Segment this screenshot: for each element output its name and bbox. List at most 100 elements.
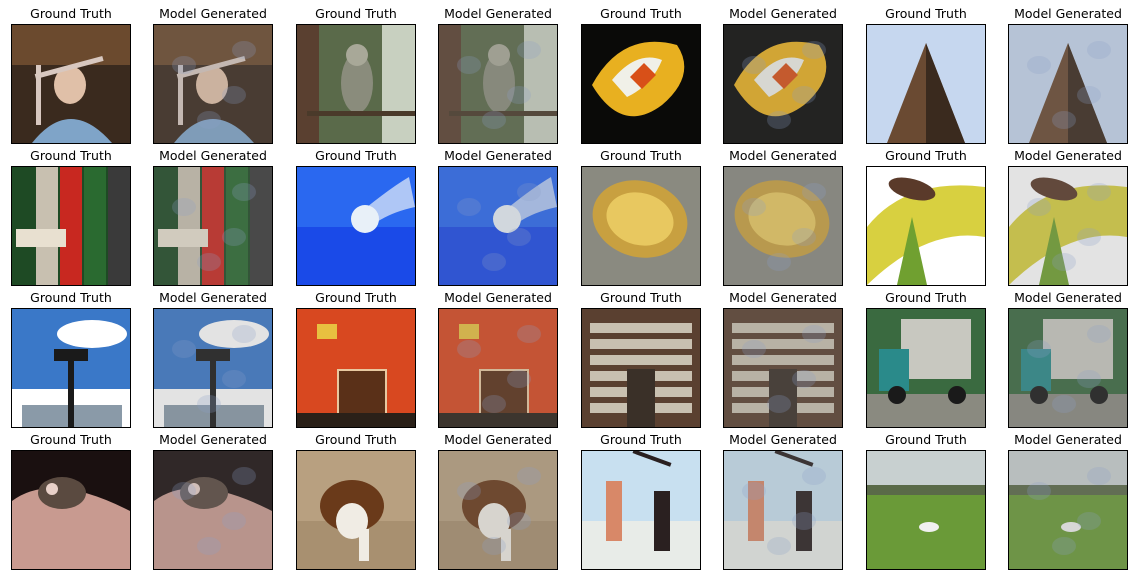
artifact-blotch	[742, 198, 766, 216]
desaturation-overlay	[154, 167, 272, 285]
artifact-blotch	[1087, 183, 1111, 201]
desaturation-overlay	[724, 25, 842, 143]
label-band	[158, 229, 208, 247]
frame-top	[176, 56, 246, 79]
shirt	[174, 119, 254, 143]
artifact-blotch	[1087, 325, 1111, 343]
stork	[1061, 522, 1081, 532]
artifact-blotch	[507, 228, 531, 246]
model-generated-title: Model Generated	[159, 148, 267, 163]
label-band	[16, 229, 66, 247]
generated-snail-on-leaf-image	[1008, 166, 1128, 286]
shelf-row	[590, 323, 692, 333]
desaturation-overlay	[154, 309, 272, 427]
woman-right	[796, 491, 812, 551]
snail	[888, 177, 936, 201]
artifact-blotch	[222, 228, 246, 246]
desaturation-overlay	[724, 309, 842, 427]
tentacles	[367, 177, 415, 222]
badge	[459, 324, 479, 339]
snail	[1030, 177, 1078, 201]
artifact-blotch	[232, 41, 256, 59]
tree-line	[1009, 485, 1127, 495]
artifact-blotch	[1077, 86, 1101, 104]
artifact-blotch	[1087, 467, 1111, 485]
ground-truth-title: Ground Truth	[600, 6, 682, 21]
artifact-blotch	[232, 325, 256, 343]
desaturation-overlay	[1009, 309, 1127, 427]
doorway	[627, 369, 655, 427]
original-woman-with-frame-image	[11, 24, 131, 144]
stem	[897, 217, 927, 285]
tower-shadow	[926, 43, 965, 143]
model-generated-title: Model Generated	[444, 6, 552, 21]
model-generated-title: Model Generated	[729, 148, 837, 163]
artifact-blotch	[457, 198, 481, 216]
bottle	[178, 167, 200, 285]
otter	[38, 477, 86, 509]
tree-line	[867, 485, 985, 495]
artifact-blotch	[802, 467, 826, 485]
lamp-heads	[196, 349, 230, 361]
truck-cab	[1021, 349, 1051, 391]
model-generated-title: Model Generated	[444, 148, 552, 163]
desaturation-overlay	[724, 167, 842, 285]
artifact-blotch	[802, 183, 826, 201]
artifact-blotch	[197, 537, 221, 555]
artifact-blotch	[792, 86, 816, 104]
tower-shadow	[1068, 43, 1107, 143]
woman-left	[748, 481, 764, 541]
desaturation-overlay	[1009, 167, 1127, 285]
generated-toaster-afc-image	[438, 308, 558, 428]
desaturation-overlay	[439, 25, 557, 143]
artifact-blotch	[1077, 512, 1101, 530]
artifact-blotch	[1077, 370, 1101, 388]
artifact-blotch	[507, 86, 531, 104]
shelf-row	[732, 323, 834, 333]
bottle	[36, 167, 58, 285]
ground-truth-title: Ground Truth	[30, 432, 112, 447]
artifact-blotch	[172, 56, 196, 74]
shelf-area	[154, 25, 272, 65]
truck-body	[1043, 319, 1113, 379]
artifact-blotch	[767, 395, 791, 413]
model-generated-title: Model Generated	[729, 290, 837, 305]
original-baked-potato-image	[581, 166, 701, 286]
generated-collie-dog-image	[438, 450, 558, 570]
artifact-blotch	[457, 340, 481, 358]
artifact-blotch	[1052, 111, 1076, 129]
artifact-blotch	[792, 512, 816, 530]
badge	[317, 324, 337, 339]
original-two-women-dancing-image	[581, 450, 701, 570]
artifact-blotch	[517, 467, 541, 485]
model-generated-title: Model Generated	[729, 6, 837, 21]
potato-inner	[606, 192, 674, 246]
ground-truth-title: Ground Truth	[885, 290, 967, 305]
artifact-blotch	[1052, 537, 1076, 555]
dog-legs	[501, 529, 511, 561]
original-toaster-afc-image	[296, 308, 416, 428]
artifact-blotch	[1052, 253, 1076, 271]
owl-head	[488, 44, 510, 66]
desaturation-overlay	[724, 451, 842, 569]
otter-face	[188, 483, 200, 495]
original-tower-sky-image	[866, 24, 986, 144]
generated-baked-potato-image	[723, 166, 843, 286]
bottle	[202, 167, 224, 285]
original-garbage-truck-image	[866, 308, 986, 428]
road	[867, 394, 985, 427]
artifact-blotch	[232, 467, 256, 485]
ground-truth-title: Ground Truth	[315, 148, 397, 163]
ground-truth-title: Ground Truth	[315, 290, 397, 305]
woman-left	[606, 481, 622, 541]
floor	[582, 521, 700, 569]
shelf-row	[590, 339, 692, 349]
shelf-area	[12, 25, 130, 65]
owl-body	[341, 53, 373, 113]
artifact-blotch	[792, 370, 816, 388]
shirt	[32, 119, 112, 143]
original-clownfish-image	[581, 24, 701, 144]
artifact-blotch	[1027, 198, 1051, 216]
owl-head	[346, 44, 368, 66]
stick	[632, 451, 672, 467]
